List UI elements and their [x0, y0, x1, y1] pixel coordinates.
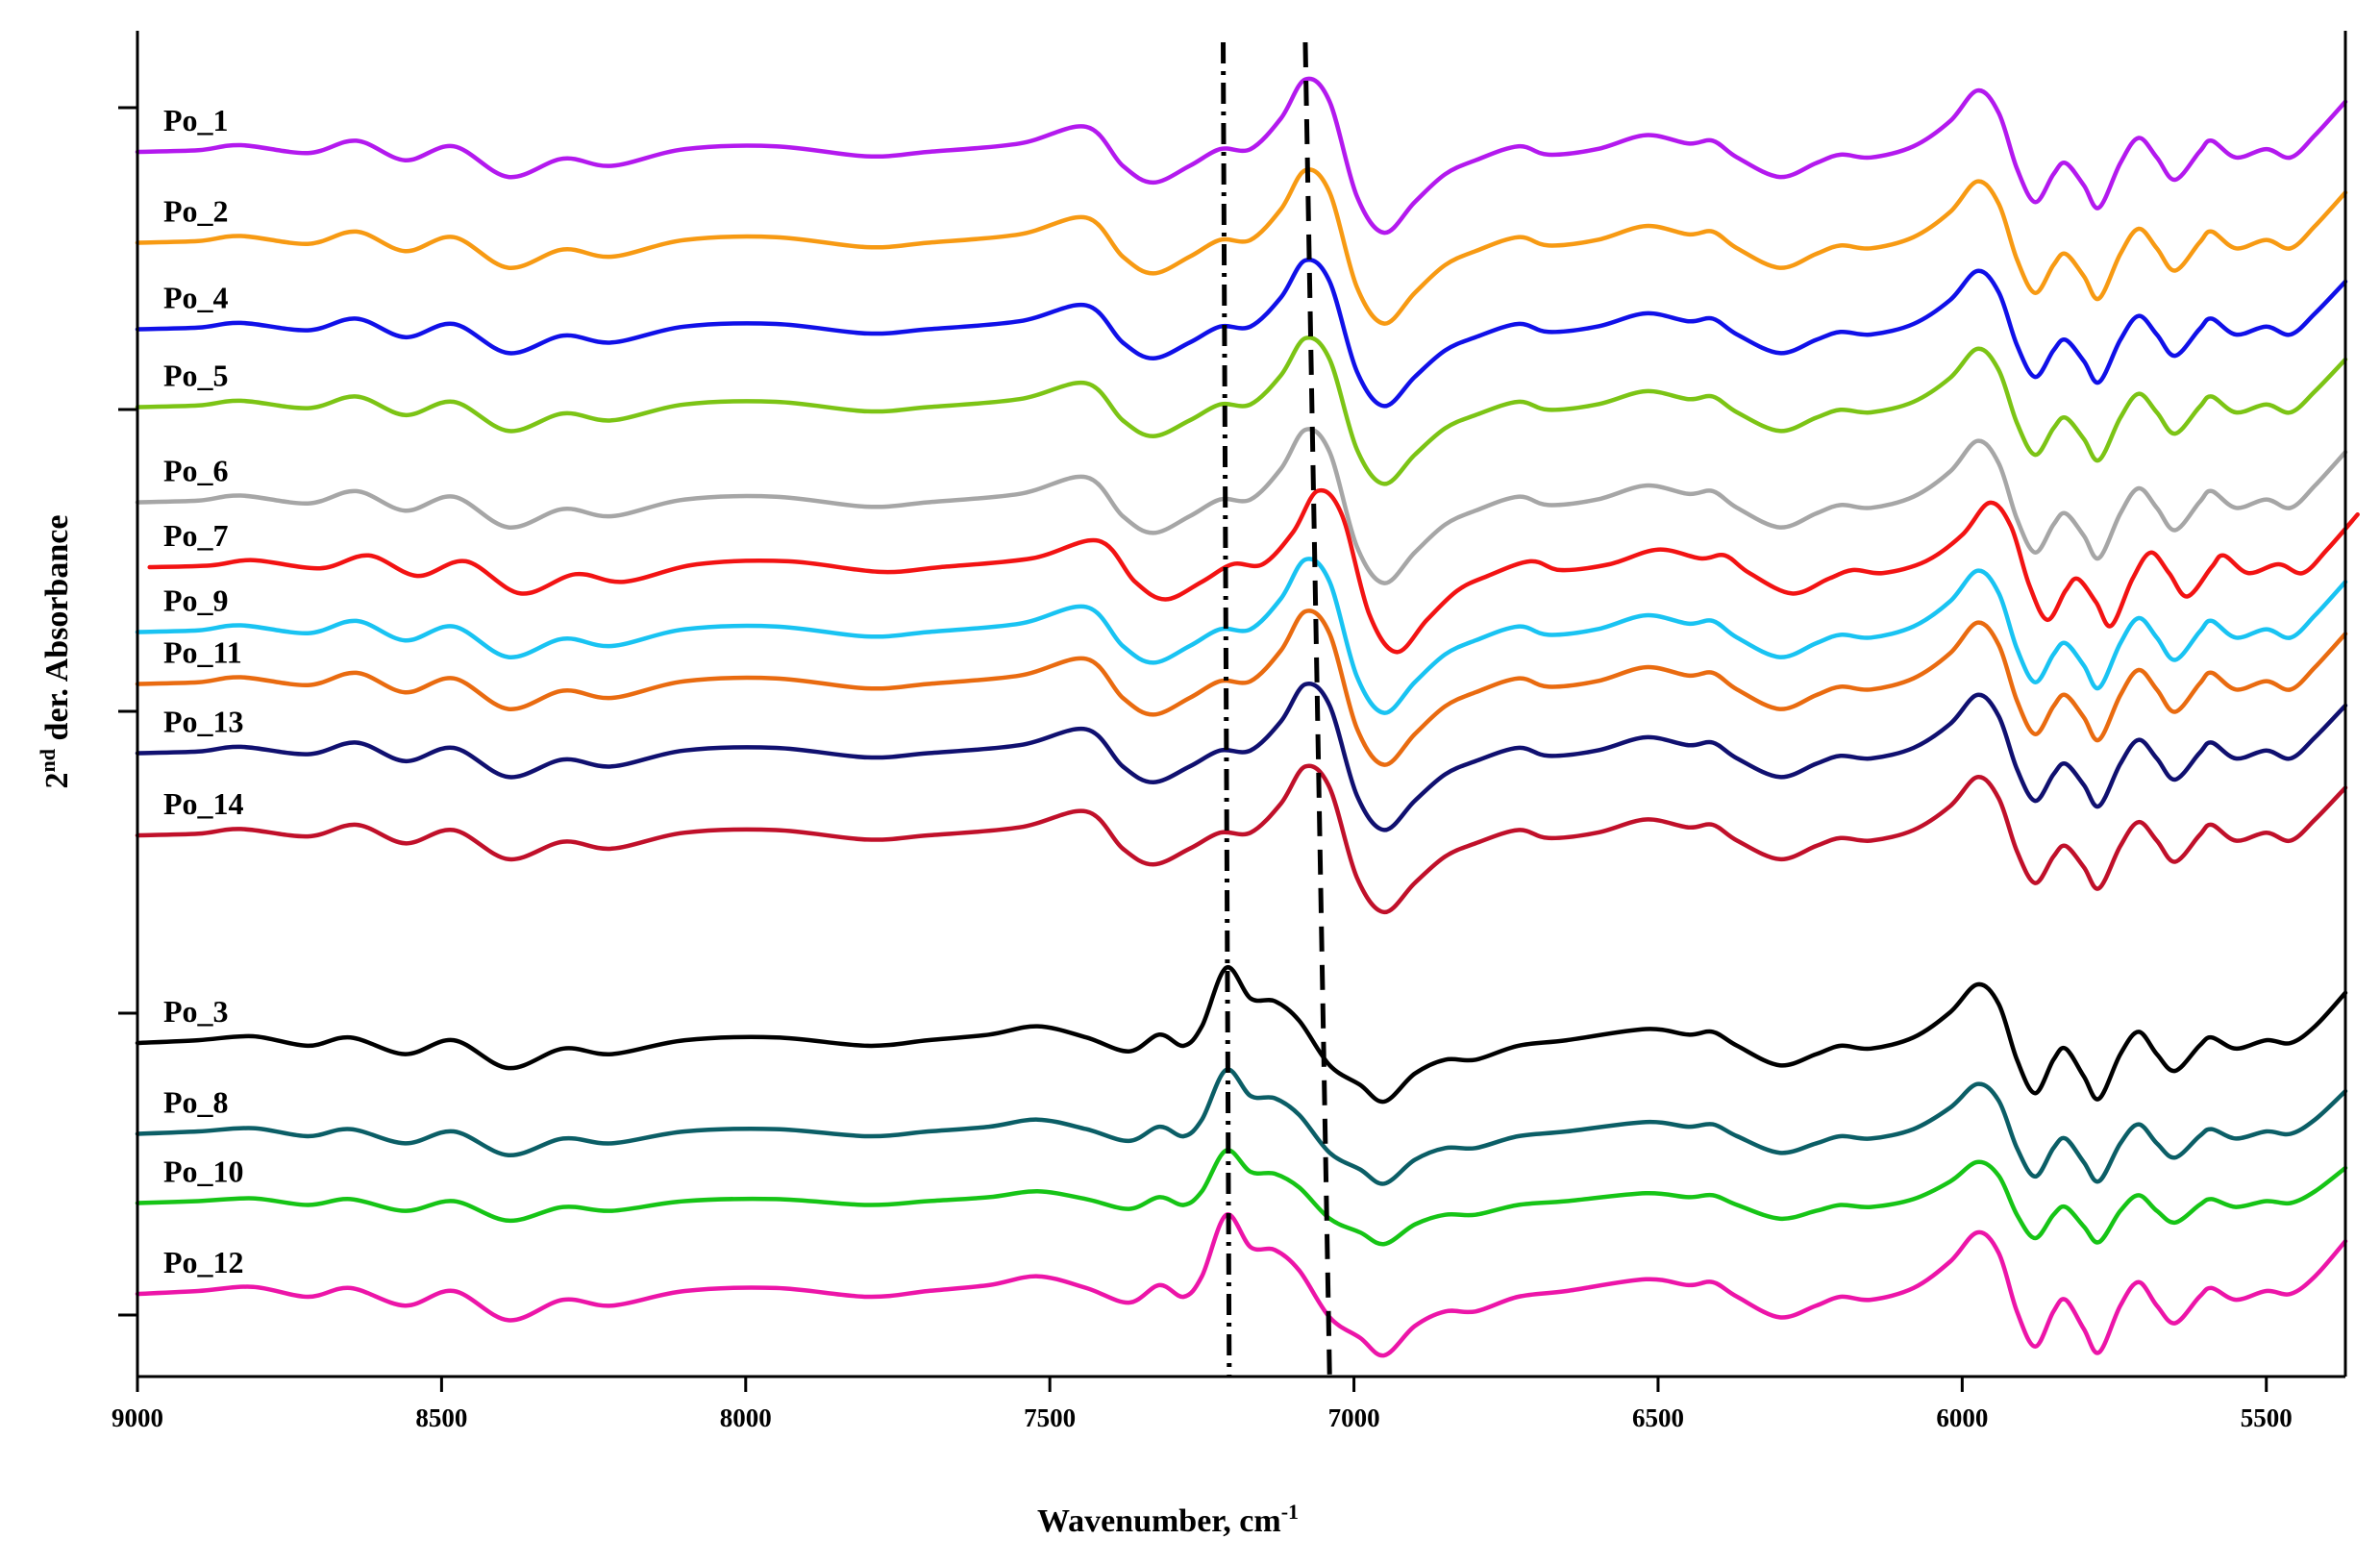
- series-label-po-4: Po_4: [163, 281, 229, 315]
- x-tick-label-7500: 7500: [1024, 1403, 1076, 1432]
- series-line-po-9: [135, 557, 2348, 715]
- series-line-po-4: [135, 258, 2348, 409]
- series-label-po-11: Po_11: [163, 635, 242, 670]
- series-label-po-7: Po_7: [163, 518, 229, 553]
- dash-dot-line: [1221, 41, 1232, 1378]
- series-line-po-3: [135, 965, 2348, 1105]
- series-line-po-7: [147, 487, 2360, 655]
- y-axis-title-sup: nd: [36, 749, 60, 772]
- y-axis-title-prefix: 2: [39, 772, 75, 788]
- series-line-po-1: [135, 76, 2348, 236]
- series-label-po-14: Po_14: [163, 786, 244, 821]
- series-label-po-3: Po_3: [163, 994, 229, 1029]
- series-line-po-5: [135, 335, 2348, 486]
- series-label-po-10: Po_10: [163, 1154, 244, 1189]
- series-labels: Po_1 Po_2 Po_4 Po_5 Po_6 Po_7 Po_9 Po_11 Po_13 Po…: [163, 103, 244, 1279]
- series-line-po-10: [135, 1148, 2348, 1247]
- x-axis-title-main: Wavenumber, cm: [1037, 1503, 1281, 1539]
- series-line-po-11: [135, 608, 2348, 767]
- x-tick-label-5500: 5500: [2241, 1403, 2293, 1432]
- y-axis-title-main: der. Absorbance: [39, 515, 75, 749]
- y-axis-title: 2nd der. Absorbance: [36, 515, 75, 789]
- series-label-po-1: Po_1: [163, 103, 229, 137]
- series-label-po-13: Po_13: [163, 705, 244, 739]
- x-tick-label-9000: 9000: [112, 1403, 163, 1432]
- axes: 9000 8500 8000 7500 7000 6500 6000 5500: [112, 31, 2347, 1432]
- series-layer: [135, 76, 2360, 1358]
- series-line-po-14: [135, 763, 2348, 915]
- series-label-po-5: Po_5: [163, 359, 229, 393]
- series-label-po-12: Po_12: [163, 1245, 244, 1279]
- series-label-po-2: Po_2: [163, 194, 229, 229]
- series-line-po-2: [135, 167, 2348, 326]
- x-tick-label-8500: 8500: [415, 1403, 467, 1432]
- series-line-po-13: [135, 682, 2348, 832]
- series-label-po-6: Po_6: [163, 454, 229, 488]
- x-axis-title: Wavenumber, cm-1: [1037, 1500, 1299, 1539]
- x-tick-label-8000: 8000: [720, 1403, 772, 1432]
- series-line-po-8: [135, 1067, 2348, 1186]
- series-label-po-9: Po_9: [163, 583, 229, 618]
- series-label-po-8: Po_8: [163, 1085, 229, 1120]
- x-axis-title-sup: -1: [1281, 1500, 1299, 1524]
- reference-lines: [1221, 41, 1332, 1378]
- series-line-po-12: [135, 1212, 2348, 1358]
- x-tick-label-6500: 6500: [1632, 1403, 1684, 1432]
- x-tick-label-6000: 6000: [1936, 1403, 1988, 1432]
- dashed-line: [1302, 41, 1332, 1378]
- series-line-po-6: [135, 427, 2348, 585]
- x-tick-label-7000: 7000: [1328, 1403, 1380, 1432]
